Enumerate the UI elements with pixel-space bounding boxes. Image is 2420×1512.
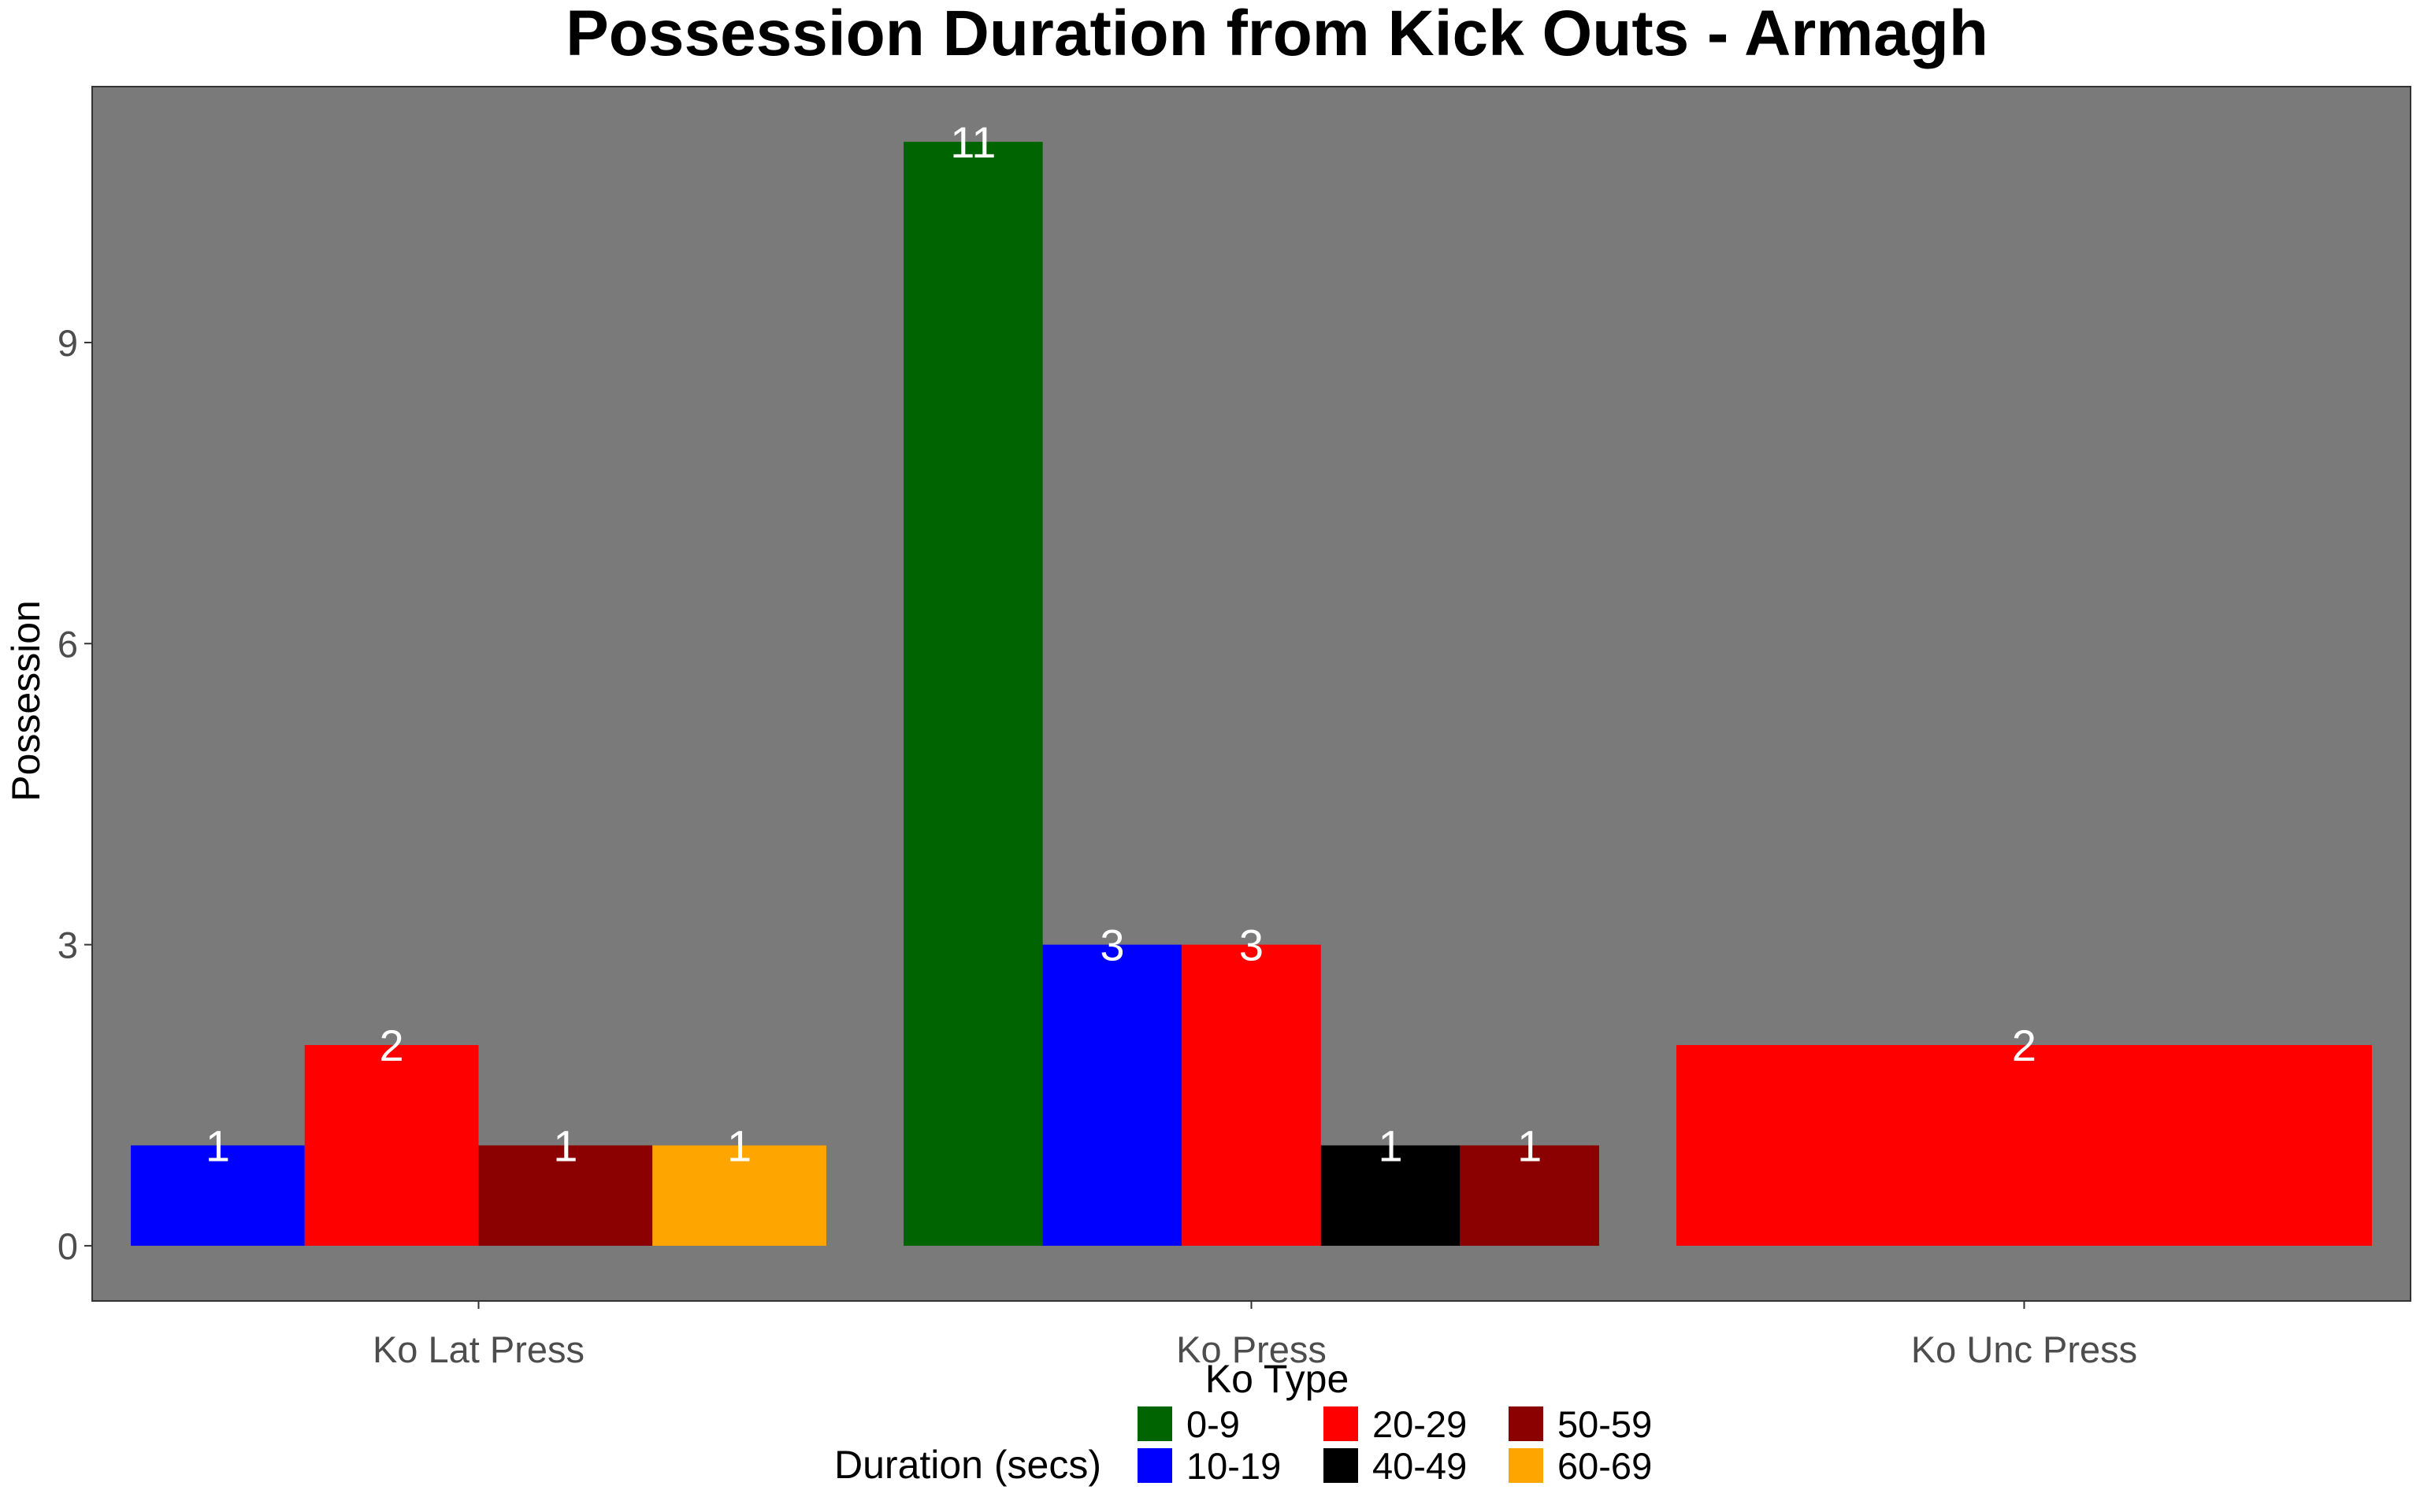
bar-ko-lat-press-50-59 [478,1145,653,1246]
bar-value-label: 2 [380,1021,404,1070]
y-axis: 0 3 6 9 [58,322,92,1267]
bar-ko-press-0-9 [904,142,1043,1246]
legend-swatch-10-19 [1138,1448,1172,1483]
bar-ko-lat-press-10-19 [131,1145,305,1246]
bar-value-label: 1 [727,1121,752,1170]
bar-value-label: 1 [553,1121,577,1170]
legend-label: 40-49 [1372,1445,1467,1487]
legend-swatch-40-49 [1323,1448,1358,1483]
y-tick-label: 6 [58,623,78,665]
bar-ko-unc-press-20-29 [1676,1045,2372,1246]
bar-value-label: 1 [1517,1121,1542,1170]
bar-value-label: 11 [950,117,996,167]
bar-value-label: 3 [1239,921,1264,970]
bar-value-label: 2 [2012,1021,2036,1070]
legend-label: 10-19 [1186,1445,1281,1487]
bar-value-label: 1 [1379,1121,1403,1170]
legend-label: 60-69 [1557,1445,1652,1487]
y-tick-label: 3 [58,925,78,966]
bar-value-label: 3 [1100,921,1124,970]
legend-swatch-60-69 [1509,1448,1543,1483]
bar-ko-press-20-29 [1182,944,1321,1246]
y-tick-label: 0 [58,1225,78,1267]
x-axis-title: Ko Type [1205,1357,1349,1401]
chart-title: Possession Duration from Kick Outs - Arm… [566,0,1988,69]
legend-swatch-0-9 [1138,1406,1172,1441]
bar-ko-press-50-59 [1460,1145,1599,1246]
x-tick-label: Ko Unc Press [1911,1329,2137,1370]
legend-swatch-50-59 [1509,1406,1543,1441]
legend-label: 20-29 [1372,1403,1467,1445]
x-tick-label: Ko Press [1176,1329,1327,1370]
legend-label: 50-59 [1557,1403,1652,1445]
bar-ko-press-10-19 [1042,944,1182,1246]
x-axis: Ko Lat Press Ko Press Ko Unc Press [373,1301,2137,1370]
x-tick-label: Ko Lat Press [373,1329,585,1370]
bar-ko-lat-press-20-29 [304,1045,479,1246]
y-axis-title: Possession [4,600,48,802]
bars-layer [131,142,2372,1246]
bar-ko-press-40-49 [1320,1145,1461,1246]
bar-value-label: 1 [206,1121,230,1170]
legend-label: 0-9 [1186,1403,1240,1445]
legend-swatch-20-29 [1323,1406,1358,1441]
y-tick-label: 9 [58,322,78,364]
bar-ko-lat-press-60-69 [652,1145,826,1246]
legend-title: Duration (secs) [834,1443,1101,1487]
